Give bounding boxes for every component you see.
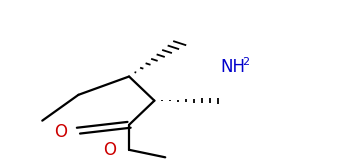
Text: O: O [103,141,116,159]
Text: NH: NH [221,58,245,76]
Text: O: O [54,123,67,141]
Text: 2: 2 [242,57,249,67]
